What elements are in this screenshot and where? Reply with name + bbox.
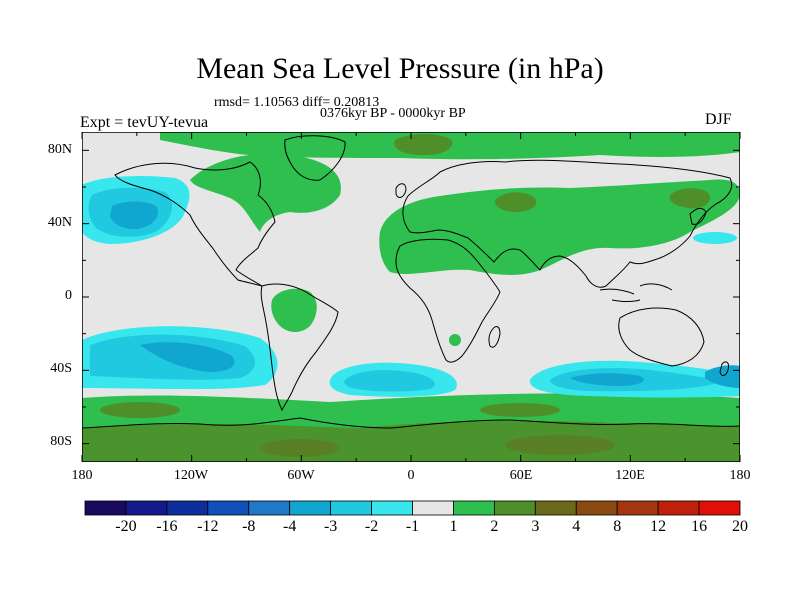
coast-antarctica	[82, 417, 740, 429]
colorbar-label: 2	[490, 518, 499, 535]
colorbar-label: 4	[572, 518, 581, 535]
coast-madagascar	[488, 326, 501, 348]
colorbar-label: -16	[156, 518, 178, 535]
south-atlantic-negative-inner	[344, 370, 435, 392]
coast-south-america	[260, 283, 339, 412]
coast-uk	[395, 183, 407, 198]
east-asia-positive-strong	[669, 188, 711, 209]
colorbar-swatch	[575, 500, 618, 516]
colorbar-swatch	[330, 500, 372, 516]
stats-line: rmsd= 1.10563 diff= 0.20813	[214, 95, 380, 110]
colorbar-swatch	[125, 500, 168, 516]
lat-label-80n: 80N	[47, 142, 72, 157]
colorbar-label: -12	[197, 518, 219, 535]
coast-australia	[618, 307, 705, 367]
colorbar-swatch	[534, 500, 577, 516]
indian-positive-cell	[708, 185, 732, 199]
colorbar-swatch	[166, 500, 209, 516]
lon-label-120e: 120E	[615, 468, 645, 483]
colorbar-swatch	[84, 500, 127, 516]
colorbar-swatch	[453, 500, 495, 516]
central-asia-positive-strong	[494, 192, 537, 212]
pos-blob-4	[505, 435, 615, 455]
colorbar-swatch	[493, 500, 536, 516]
colorbar-swatch	[371, 500, 413, 516]
colorbar-label: 8	[613, 518, 622, 535]
colorbar-label: 3	[531, 518, 540, 535]
colorbar-label: 16	[691, 518, 708, 535]
colorbar-swatch	[412, 500, 454, 516]
greenland-atlantic-positive	[190, 153, 341, 232]
pos-blob-3	[260, 439, 340, 457]
colorbar-label: -1	[405, 518, 420, 535]
colorbar-label: 12	[650, 518, 667, 535]
coast-north-america	[114, 161, 276, 287]
colorbar-swatch	[698, 500, 741, 516]
colorbar-swatch	[289, 500, 332, 516]
lat-label-80s: 80S	[50, 434, 72, 449]
pos-blob-2	[480, 403, 560, 417]
tasman-negative	[705, 365, 740, 388]
lon-label-0: 0	[407, 468, 415, 483]
lon-label-60w: 60W	[287, 468, 315, 483]
north-pacific-negative-cell	[693, 232, 737, 244]
pos-blob-1	[100, 402, 180, 418]
lon-label-60e: 60E	[509, 468, 533, 483]
antarctic-positive-region	[82, 420, 740, 462]
colorbar-swatch	[207, 500, 250, 516]
north-pacific-negative-inner	[110, 201, 158, 230]
colorbar-label: -8	[242, 518, 256, 535]
season-label: DJF	[705, 111, 732, 128]
colorbar-label: -4	[283, 518, 297, 535]
axis-ticks	[81, 132, 741, 462]
coast-new-zealand	[719, 361, 729, 377]
coast-japan	[689, 207, 707, 225]
period-line: 0376kyr BP - 0000kyr BP	[320, 106, 466, 121]
lat-label-40n: 40N	[47, 215, 72, 230]
colorbar	[84, 500, 741, 516]
arctic-positive-strong	[394, 134, 453, 156]
coastlines	[82, 135, 740, 429]
colorbar-label: -2	[364, 518, 379, 535]
lon-label-180w: 180	[71, 468, 93, 483]
colorbar-swatch	[616, 500, 659, 516]
lat-label-0: 0	[65, 288, 72, 303]
south-pacific-negative-inner	[140, 342, 235, 372]
lat-label-40s: 40S	[50, 361, 72, 376]
colorbar-swatch	[657, 500, 700, 516]
colorbar-swatch	[248, 500, 291, 516]
south-america-positive	[271, 288, 317, 332]
lon-label-120w: 120W	[173, 468, 209, 483]
eurasia-africa-positive	[379, 179, 740, 275]
experiment-label: Expt = tevUY-tevua	[80, 114, 209, 131]
coast-africa	[395, 238, 501, 363]
map-plot-area	[82, 132, 740, 462]
coast-eurasia	[402, 159, 733, 288]
colorbar-label: -3	[323, 518, 338, 535]
lon-label-180e: 180	[729, 468, 751, 483]
colorbar-label: 20	[732, 518, 748, 535]
coast-indonesia	[599, 283, 673, 302]
colorbar-label: 1	[449, 518, 458, 535]
colorbar-label: -20	[115, 518, 137, 535]
map-title: Mean Sea Level Pressure (in hPa)	[196, 52, 604, 85]
coast-greenland	[284, 135, 346, 181]
african-positive-cell	[449, 334, 461, 346]
indian-ocean-negative-inner	[570, 373, 644, 386]
